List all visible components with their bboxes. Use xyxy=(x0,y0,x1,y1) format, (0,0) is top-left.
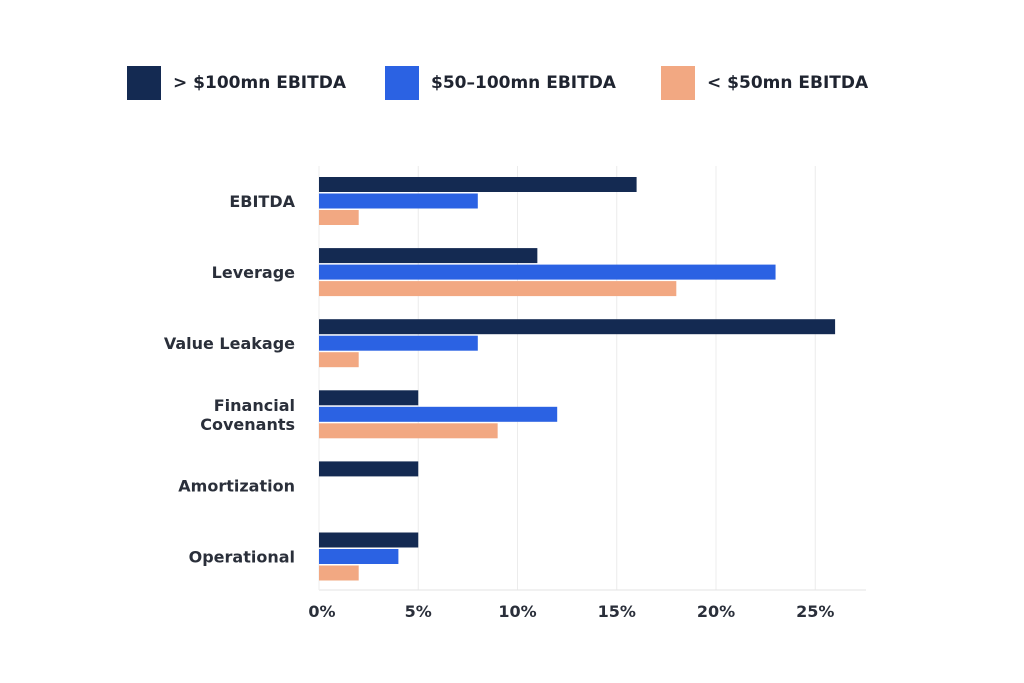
bar-5-series-0 xyxy=(319,532,419,548)
x-tick-label-10: 10% xyxy=(498,602,536,621)
bar-0-series-0 xyxy=(319,177,637,192)
legend-swatch-50-100mn xyxy=(385,66,419,100)
category-label-1: Leverage xyxy=(212,263,295,282)
category-label-3: Financial Covenants xyxy=(200,396,295,434)
bar-1-series-0 xyxy=(319,248,538,264)
category-label-5: Operational xyxy=(189,548,295,567)
bar-1-series-1 xyxy=(319,264,776,280)
legend-swatch-over-100mn xyxy=(127,66,161,100)
bar-3-series-1 xyxy=(319,406,558,422)
legend-label-over-100mn: > $100mn EBITDA xyxy=(173,73,346,93)
legend-item-50-100mn: $50–100mn EBITDA xyxy=(385,66,616,100)
bar-1-series-2 xyxy=(319,281,677,297)
legend-item-over-100mn: > $100mn EBITDA xyxy=(127,66,346,100)
category-label-0: EBITDA xyxy=(229,192,295,211)
x-tick-label-25: 25% xyxy=(796,602,834,621)
bar-0-series-2 xyxy=(319,210,359,225)
x-tick-label-5: 5% xyxy=(405,602,432,621)
bar-5-series-2 xyxy=(319,565,359,581)
x-tick-label-20: 20% xyxy=(697,602,735,621)
chart-legend: > $100mn EBITDA $50–100mn EBITDA < $50mn… xyxy=(127,66,887,100)
legend-label-under-50mn: < $50mn EBITDA xyxy=(707,73,869,93)
bar-3-series-0 xyxy=(319,390,419,406)
bar-0-series-1 xyxy=(319,193,478,209)
bar-2-series-2 xyxy=(319,352,359,368)
x-tick-label-15: 15% xyxy=(598,602,636,621)
bar-3-series-2 xyxy=(319,423,498,439)
bar-4-series-0 xyxy=(319,461,419,477)
bar-2-series-1 xyxy=(319,335,478,351)
legend-swatch-under-50mn xyxy=(661,66,695,100)
x-tick-label-0: 0% xyxy=(308,602,335,621)
bar-5-series-1 xyxy=(319,549,399,564)
category-label-4: Amortization xyxy=(178,476,295,495)
category-label-2: Value Leakage xyxy=(164,334,295,353)
legend-item-under-50mn: < $50mn EBITDA xyxy=(661,66,868,100)
legend-label-50-100mn: $50–100mn EBITDA xyxy=(431,73,616,93)
bar-2-series-0 xyxy=(319,319,836,335)
